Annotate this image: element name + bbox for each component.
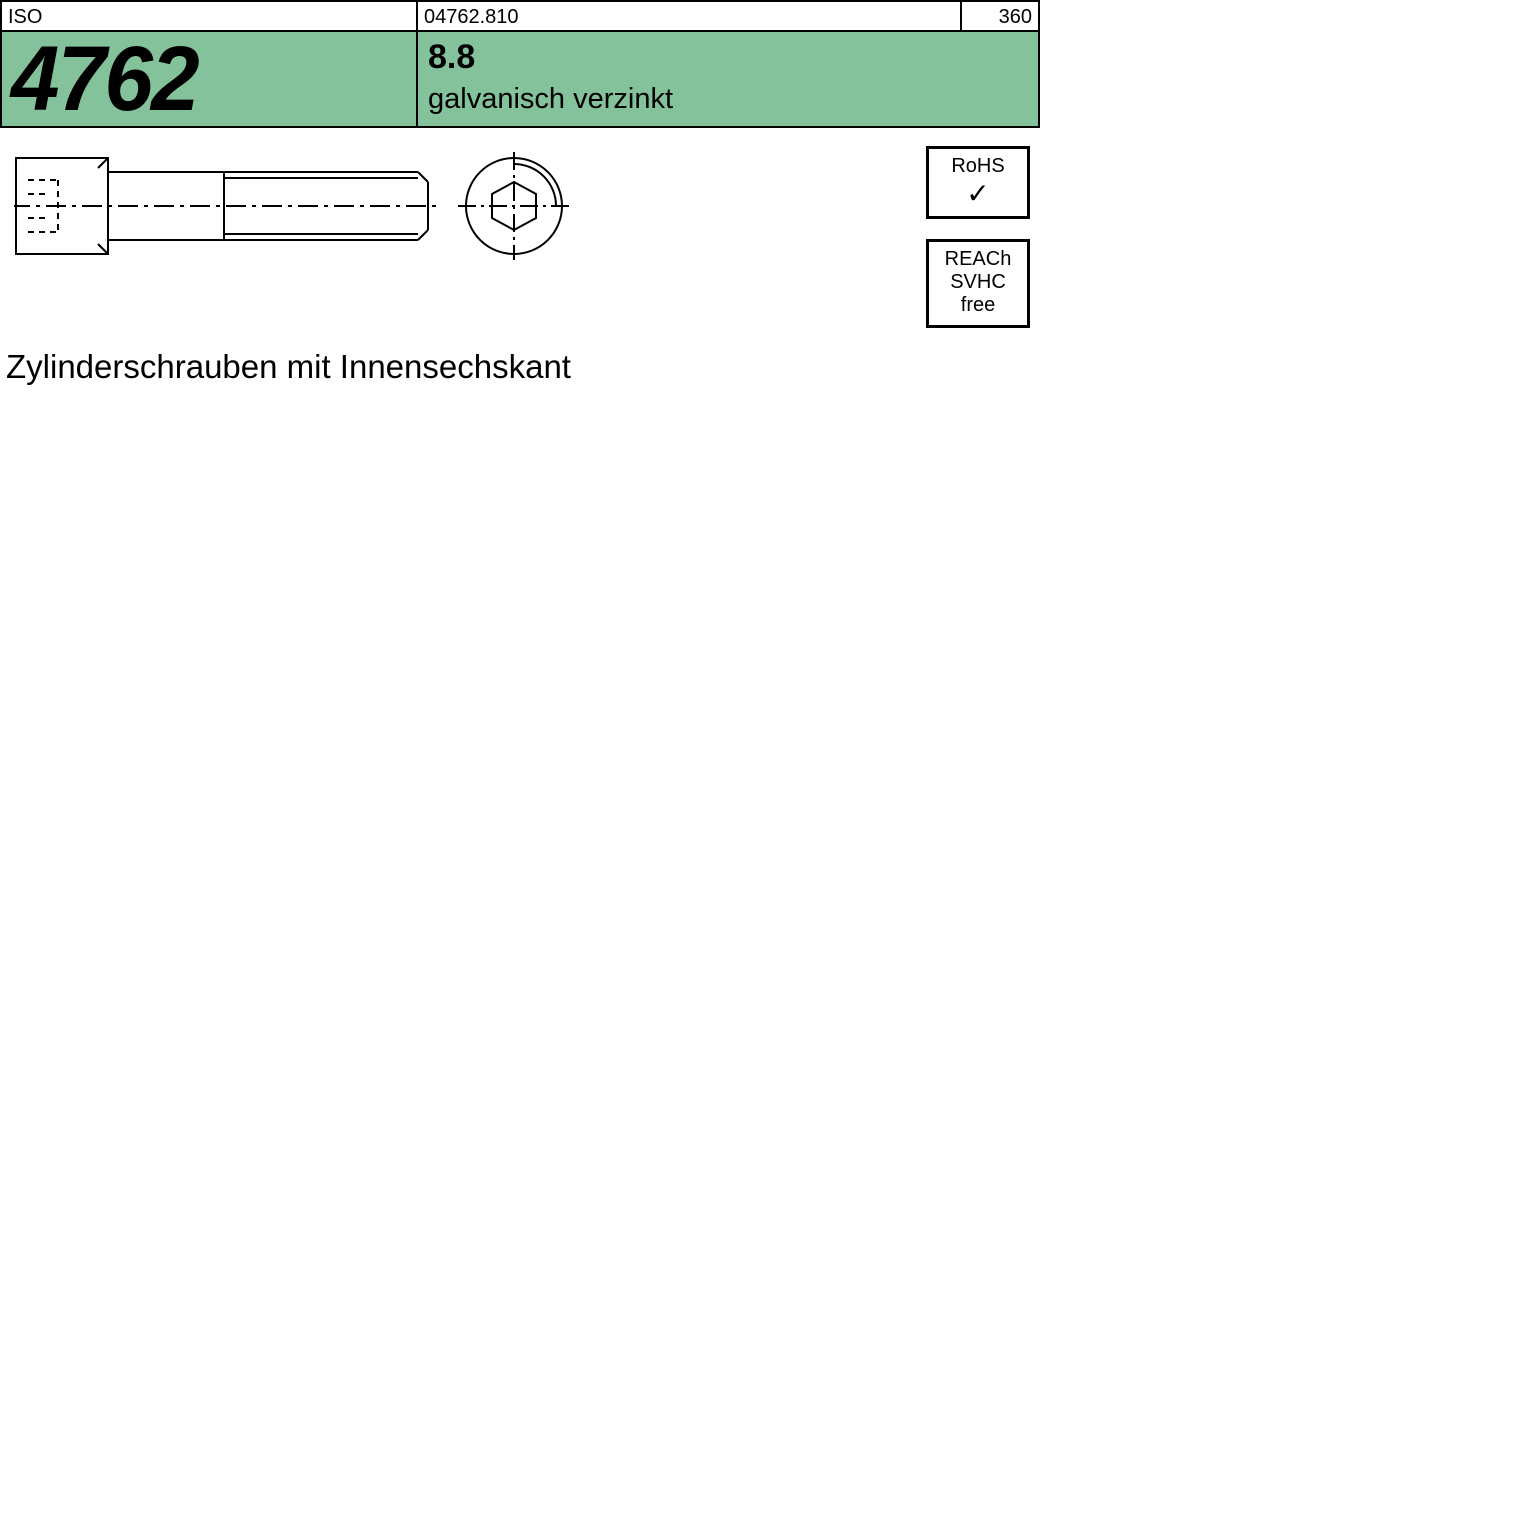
reach-badge: REACh SVHC free (926, 239, 1030, 328)
reach-line3: free (961, 294, 995, 316)
product-description: Zylinderschrauben mit Innensechskant (6, 348, 571, 386)
reach-line1: REACh (945, 248, 1012, 270)
header-angle: 360 (962, 2, 1040, 30)
reach-line2: SVHC (950, 271, 1006, 293)
coating-text: galvanisch verzinkt (428, 83, 1028, 116)
drawing-and-badges: RoHS ✓ REACh SVHC free (0, 128, 1040, 328)
standard-number-cell: 4762 (0, 32, 418, 126)
check-icon: ✓ (933, 180, 1023, 208)
strength-grade: 8.8 (428, 38, 1028, 77)
header-product-code: 04762.810 (418, 2, 962, 30)
standard-details: 8.8 galvanisch verzinkt (418, 32, 1040, 126)
screw-technical-drawing-icon (14, 152, 574, 262)
rohs-label: RoHS (951, 155, 1004, 177)
standard-banner: 4762 8.8 galvanisch verzinkt (0, 32, 1040, 128)
standard-number: 4762 (11, 33, 198, 125)
product-datasheet-card: ISO 04762.810 360 4762 8.8 galvanisch ve… (0, 0, 1040, 500)
header-iso-label: ISO (0, 2, 418, 30)
compliance-badges: RoHS ✓ REACh SVHC free (926, 146, 1030, 328)
rohs-badge: RoHS ✓ (926, 146, 1030, 219)
